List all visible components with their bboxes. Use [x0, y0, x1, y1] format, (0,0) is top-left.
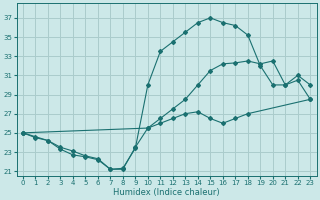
X-axis label: Humidex (Indice chaleur): Humidex (Indice chaleur) — [113, 188, 220, 197]
